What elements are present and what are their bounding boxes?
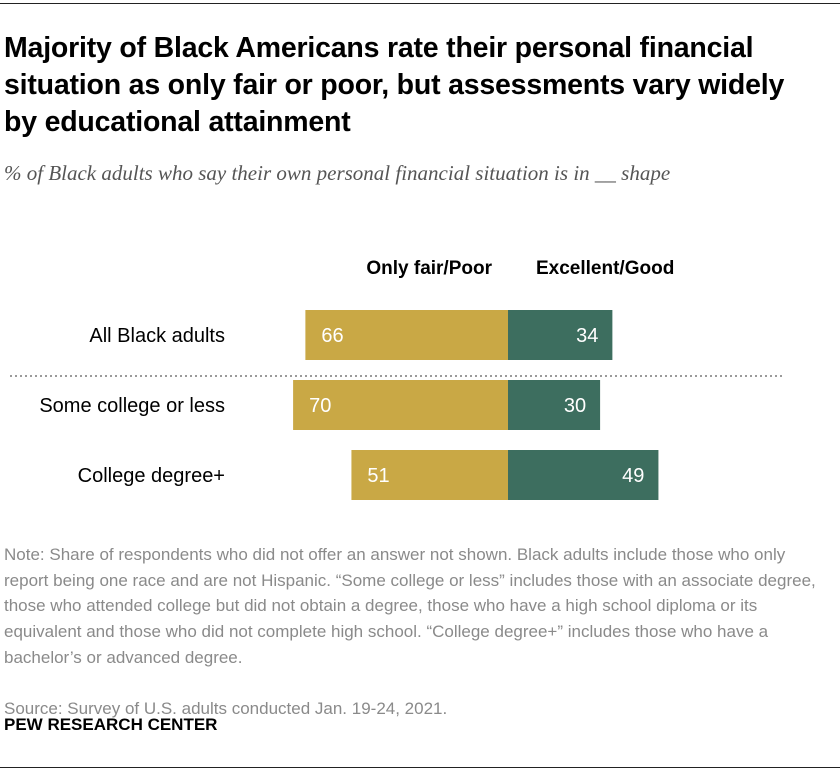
chart-source: Source: Survey of U.S. adults conducted … [4,699,448,718]
value-label-excellent-good: 34 [576,325,598,347]
bar-excellent-good [508,380,601,430]
bar-excellent-good [508,310,613,360]
value-label-only-fair-poor: 51 [367,465,389,487]
series-headers: Only fair/Poor Excellent/Good [366,258,674,279]
chart-row: College degree+ 51 49 [78,450,659,500]
header-only-fair-poor: Only fair/Poor [366,258,492,279]
category-label: College degree+ [78,465,225,487]
header-excellent-good: Excellent/Good [536,258,674,279]
value-label-excellent-good: 49 [622,465,644,487]
bar-only-fair-poor [305,310,508,360]
chart-row: All Black adults 66 34 [89,310,613,360]
brand-label: PEW RESEARCH CENTER [4,715,218,734]
bar-only-fair-poor [351,450,508,500]
chart-row: Some college or less 70 30 [39,380,601,430]
category-label: Some college or less [39,395,225,417]
top-rule [0,3,840,4]
chart-rows: All Black adults 66 34 Some college or less… [10,310,782,500]
chart-note: Note: Share of respondents who did not o… [4,545,816,667]
bottom-rule [0,767,840,768]
value-label-excellent-good: 30 [564,395,586,417]
value-label-only-fair-poor: 70 [309,395,331,417]
bar-chart: Only fair/Poor Excellent/Good All Black a… [10,258,782,500]
chart-subtitle: % of Black adults who say their own pers… [4,161,671,185]
category-label: All Black adults [89,325,225,347]
chart-title: Majority of Black Americans rate their p… [4,32,785,138]
bar-only-fair-poor [293,380,508,430]
bar-excellent-good [508,450,659,500]
value-label-only-fair-poor: 66 [321,325,343,347]
